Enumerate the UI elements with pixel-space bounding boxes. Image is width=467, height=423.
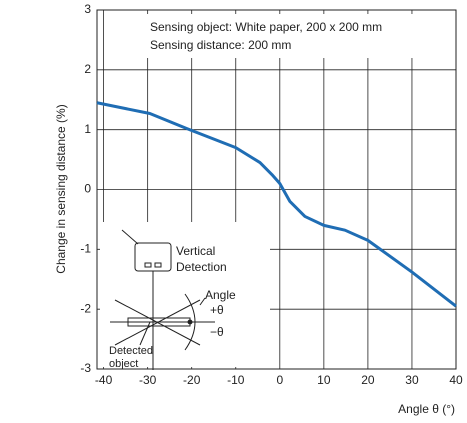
diagram-label: Detected xyxy=(109,345,153,357)
diagram-label: −θ xyxy=(210,325,224,339)
y-tick-label: -3 xyxy=(80,361,91,375)
x-axis-label: Angle θ (°) xyxy=(398,402,455,416)
diagram-label: object xyxy=(109,358,138,370)
y-tick-label: 2 xyxy=(84,62,91,76)
y-tick-label: -1 xyxy=(80,242,91,256)
line-series xyxy=(96,101,457,308)
diagram-label: Detection xyxy=(176,260,227,274)
x-tick-label: -40 xyxy=(95,373,113,387)
x-tick-label: -10 xyxy=(227,373,245,387)
x-tick-label: 30 xyxy=(405,373,419,387)
diagram-label: Vertical xyxy=(176,244,215,258)
annotation: Sensing distance: 200 mm xyxy=(150,38,291,52)
y-tick-label: 3 xyxy=(84,2,91,16)
annotation-box xyxy=(140,14,452,58)
x-tick-label: 40 xyxy=(449,373,463,387)
diagram-label: Angle xyxy=(205,288,236,302)
x-tick-label: -30 xyxy=(139,373,157,387)
y-tick-label: -2 xyxy=(80,301,91,315)
diagram-label: +θ xyxy=(210,303,224,317)
y-tick-label: 0 xyxy=(84,182,91,196)
x-tick-label: 20 xyxy=(361,373,375,387)
x-tick-label: 10 xyxy=(317,373,331,387)
plot-frame xyxy=(96,9,457,370)
inset-diagram xyxy=(110,229,215,370)
x-tick-label: -20 xyxy=(183,373,201,387)
annotation: Sensing object: White paper, 200 x 200 m… xyxy=(150,20,382,34)
y-tick-label: 1 xyxy=(84,122,91,136)
x-tick-label: 0 xyxy=(276,373,283,387)
y-axis-label: Change in sensing distance (%) xyxy=(54,104,68,273)
